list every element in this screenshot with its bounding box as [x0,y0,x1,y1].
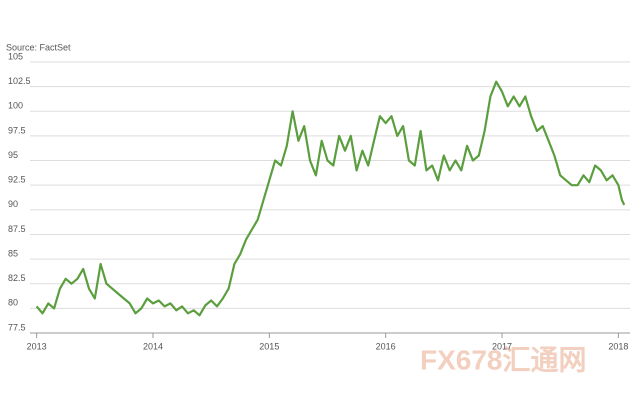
y-tick-label: 97.5 [8,125,26,135]
y-tick-label: 92.5 [8,175,26,185]
y-tick-label: 82.5 [8,273,26,283]
source-note: Source: FactSet [6,42,71,52]
y-tick-label: 77.5 [8,322,26,332]
x-tick-label: 2014 [143,341,163,351]
x-tick-label: 2018 [608,341,628,351]
y-tick-label: 90 [8,199,18,209]
y-tick-label: 100 [8,101,23,111]
y-tick-label: 105 [8,51,23,61]
y-tick-label: 85 [8,248,18,258]
y-tick-label: 87.5 [8,224,26,234]
y-tick-label: 102.5 [8,76,31,86]
y-tick-label: 80 [8,298,18,308]
x-tick-label: 2017 [492,341,512,351]
line [35,80,626,317]
x-tick-label: 2016 [376,341,396,351]
y-tick-label: 95 [8,150,18,160]
x-tick-label: 2013 [27,341,47,351]
watermark: FX678汇通网 [420,344,587,375]
x-tick-label: 2015 [259,341,279,351]
